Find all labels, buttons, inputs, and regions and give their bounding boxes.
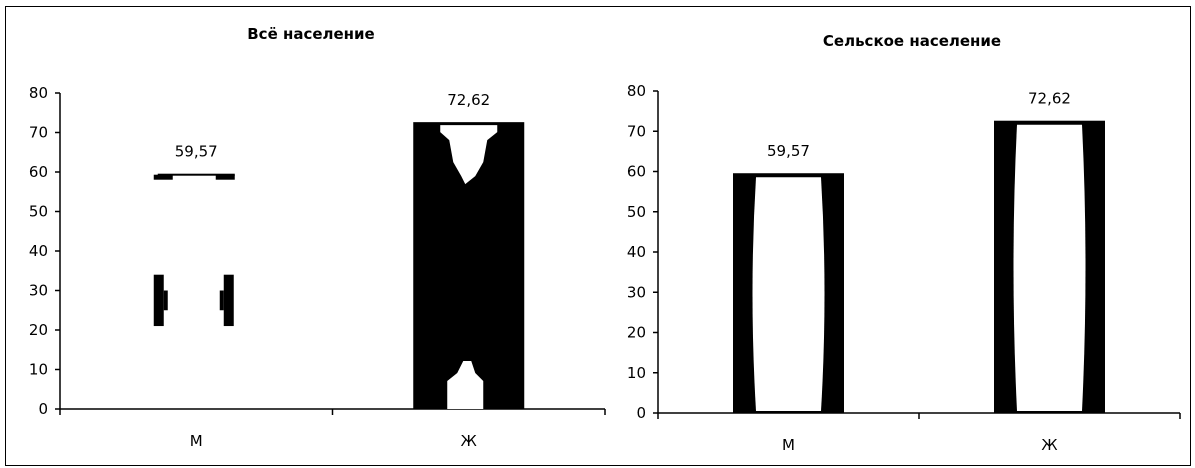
y-tick-label: 70: [29, 124, 48, 142]
y-tick-label: 80: [29, 84, 48, 102]
data-label: 72,62: [1028, 90, 1071, 108]
chart-all-population: Всё население 0 10 20 30 40 50 60 70 80 59,57 М 72,6…: [29, 25, 606, 450]
y-tick-label: 60: [627, 163, 646, 181]
y-tick-label: 70: [627, 122, 646, 140]
data-label: 72,62: [447, 91, 490, 109]
chart-frame: [5, 6, 1191, 466]
y-tick-label: 60: [29, 163, 48, 181]
chart-rural-population: Сельское население 0 10 20 30 40 50 60 70 80 59,57…: [627, 32, 1181, 454]
x-tick-label: Ж: [1041, 436, 1057, 454]
bar-corner-left: [153, 174, 173, 180]
bar-inner-highlight: [447, 361, 484, 409]
x-tick-label: М: [782, 436, 795, 454]
y-tick-label: 10: [29, 361, 48, 379]
y-tick-label: 20: [627, 324, 646, 342]
bar-fragment-right-notch: [219, 290, 224, 311]
data-label: 59,57: [767, 142, 810, 160]
y-tick-label: 20: [29, 321, 48, 339]
y-tick-label: 30: [29, 282, 48, 300]
x-tick-label: Ж: [461, 432, 477, 450]
x-tick-label: М: [190, 432, 203, 450]
y-tick-label: 10: [627, 364, 646, 382]
bar-fragment-left: [153, 274, 164, 327]
bar-corner-right: [215, 174, 235, 180]
y-tick-label: 0: [38, 400, 48, 418]
chart-title: Сельское население: [823, 32, 1001, 50]
bar-inner-highlight: [440, 125, 498, 185]
y-tick-label: 40: [627, 243, 646, 261]
bar-inner-highlight: [752, 177, 825, 411]
y-tick-label: 40: [29, 242, 48, 260]
y-tick-label: 0: [636, 404, 646, 422]
bar-inner-highlight: [1013, 124, 1086, 411]
data-label: 59,57: [175, 143, 218, 161]
y-tick-label: 50: [627, 203, 646, 221]
y-tick-label: 80: [627, 82, 646, 100]
bar: [157, 173, 235, 176]
y-tick-label: 30: [627, 283, 646, 301]
chart-title: Всё население: [247, 25, 374, 43]
bar-fragment-left-notch: [163, 290, 168, 311]
y-tick-label: 50: [29, 203, 48, 221]
bar-fragment-right: [223, 274, 234, 327]
